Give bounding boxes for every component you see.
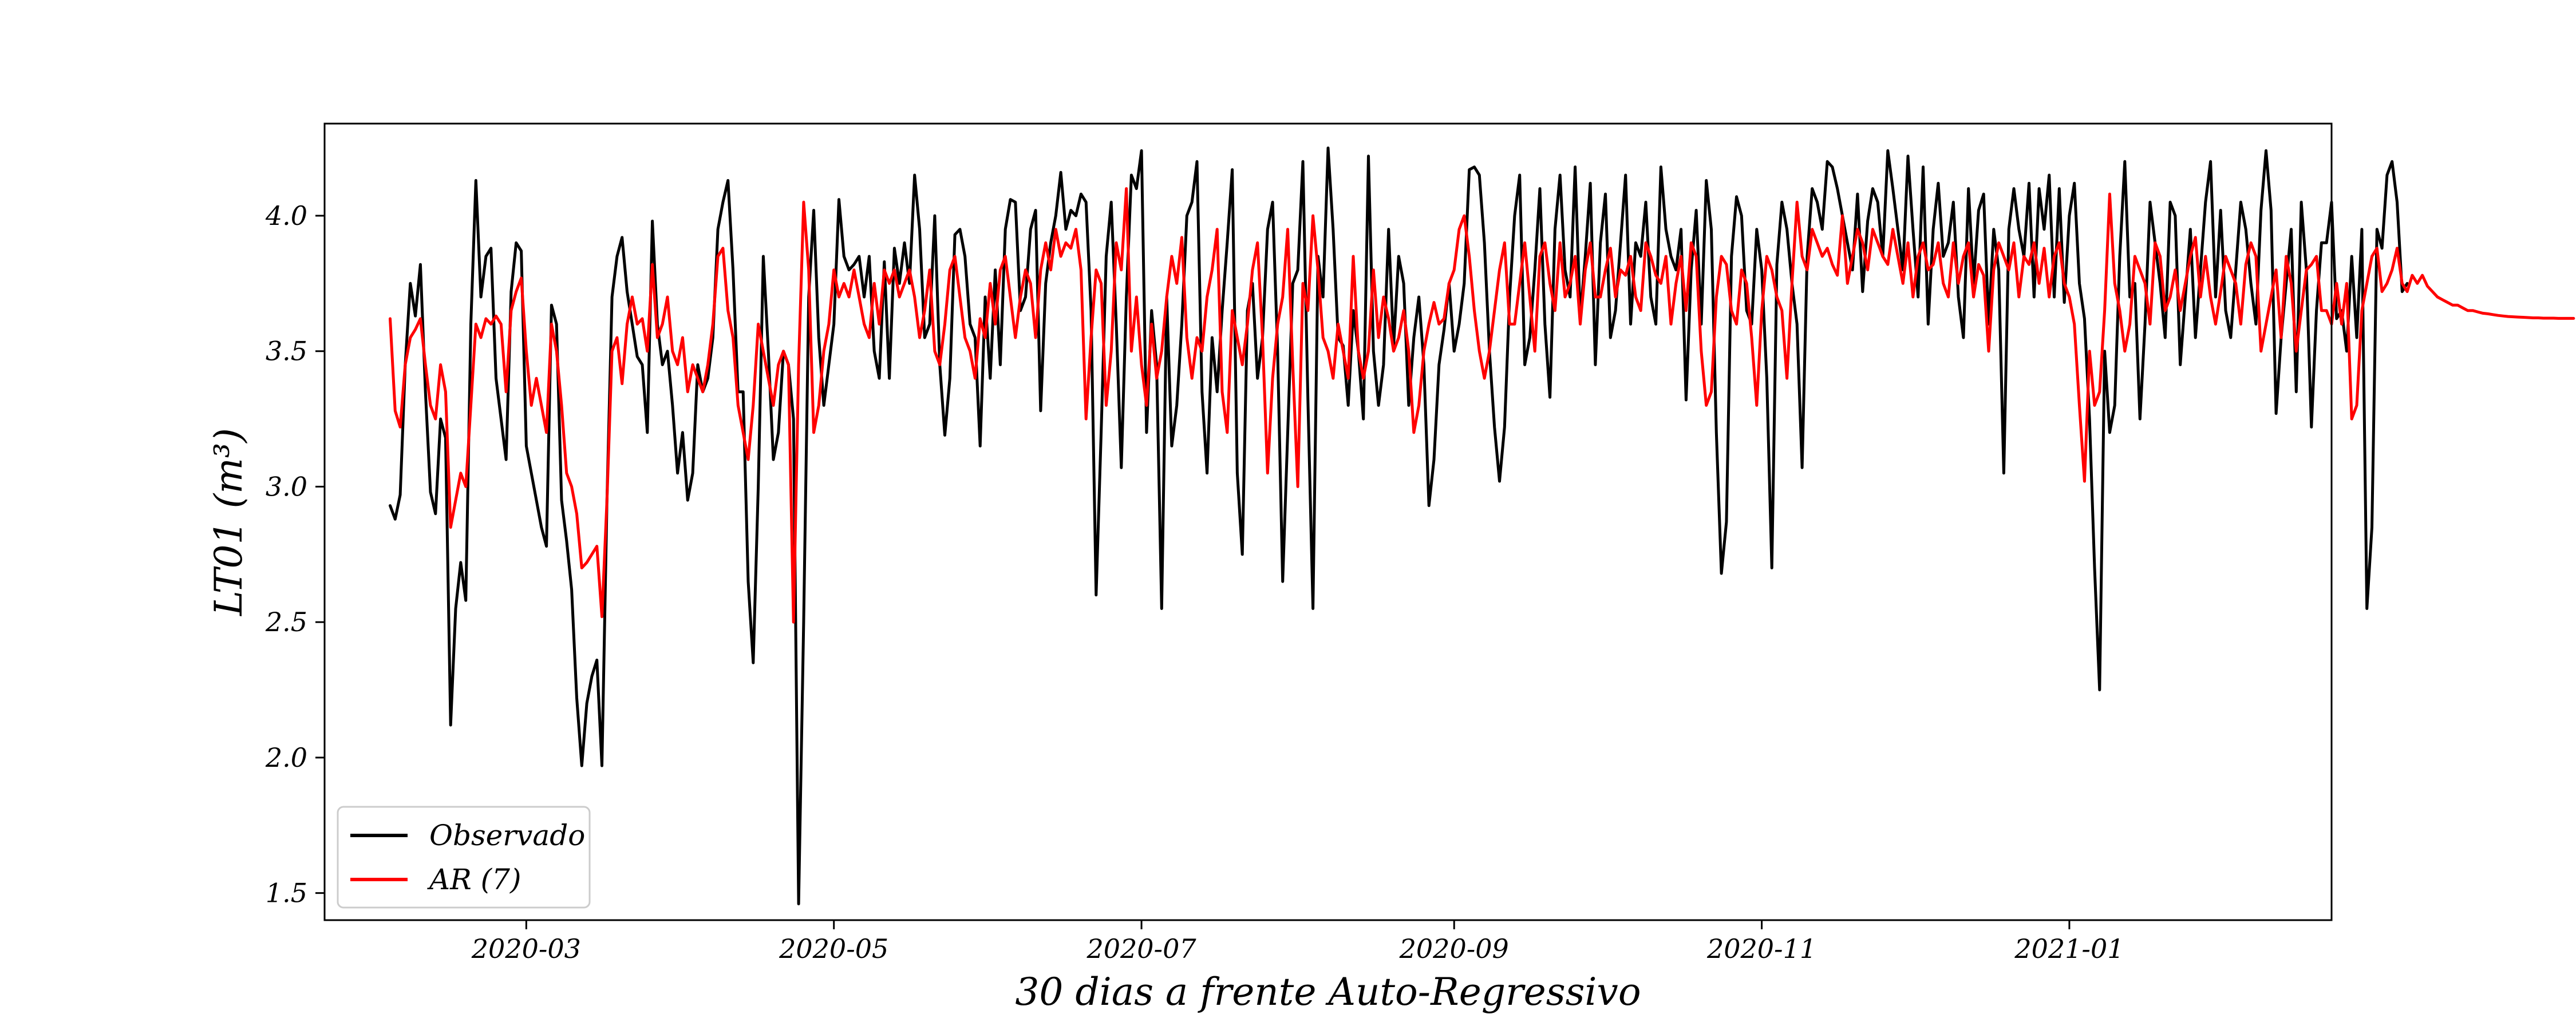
x-tick-label: 2020-03	[471, 933, 581, 964]
x-axis-title: 30 dias a frente Auto-Regressivo	[1015, 970, 1641, 1014]
legend-label-ar7: AR (7)	[427, 863, 521, 896]
legend-box	[337, 806, 591, 909]
y-tick-label: 3.5	[266, 336, 307, 367]
x-tick-label: 2020-09	[1399, 933, 1509, 964]
y-axis-title: LT01 (m³)	[207, 428, 251, 616]
y-tick-label: 3.0	[266, 471, 307, 502]
y-tick-label: 4.0	[265, 200, 307, 231]
series-layer	[389, 146, 2575, 906]
y-tick-label: 2.0	[265, 742, 307, 773]
series-line-observado	[389, 146, 2409, 906]
legend-label-observado: Observado	[429, 819, 585, 852]
x-tick-label: 2020-05	[779, 933, 888, 964]
x-tick-label: 2021-01	[2014, 933, 2124, 964]
x-tick-label: 2020-11	[1706, 933, 1816, 964]
y-tick-label: 1.5	[266, 878, 307, 909]
y-tick-label: 2.5	[265, 607, 307, 637]
ticks-layer: 1.5 2.0 2.5 3.0 3.5 4.0 2020-03 2020-05 2020-07 2…	[265, 200, 2124, 964]
series-line-ar7	[389, 187, 2575, 624]
legend: Observado AR (7)	[337, 806, 591, 909]
x-tick-label: 2020-07	[1086, 933, 1196, 964]
plot-frame	[323, 122, 2333, 921]
